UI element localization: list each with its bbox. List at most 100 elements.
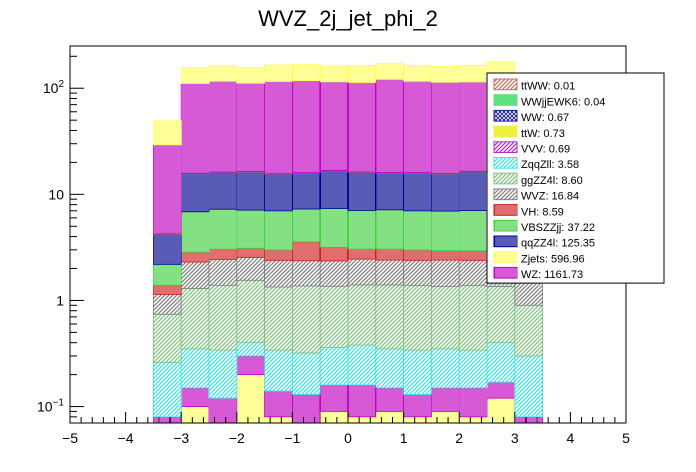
x-tick-label: 4 [567, 430, 575, 446]
x-tick-label: 1 [400, 430, 408, 446]
bar [486, 381, 516, 399]
legend-swatch [493, 235, 518, 248]
bar [430, 173, 460, 212]
bar [264, 81, 293, 175]
bar [208, 248, 238, 260]
legend-swatch [493, 251, 518, 263]
bar [319, 260, 349, 287]
bar [319, 285, 349, 348]
legend-swatch [493, 204, 518, 216]
bar [152, 294, 182, 315]
bar [180, 211, 210, 253]
legend-label: WZ: 1161.73 [521, 269, 583, 281]
bar [180, 67, 210, 84]
bar [375, 259, 404, 286]
bar [152, 416, 182, 424]
bar [347, 258, 377, 286]
x-tick-label: −4 [118, 430, 134, 446]
bar [264, 210, 293, 251]
legend-item: Zjets: 596.96 [493, 251, 585, 265]
legend-swatch [493, 266, 518, 279]
bar [458, 259, 488, 286]
bar [208, 80, 238, 173]
bar [319, 65, 349, 83]
y-tick-label: 10 [48, 186, 64, 202]
legend-item: WZ: 1161.73 [493, 266, 583, 281]
bar [458, 416, 488, 424]
bar [347, 82, 377, 173]
legend-label: ttW: 0.73 [521, 128, 565, 140]
bar [236, 374, 266, 424]
bar [347, 284, 377, 346]
legend-label: WWjjEWK6: 0.04 [521, 96, 605, 108]
bar [403, 259, 432, 286]
legend-label: WVZ: 16.84 [521, 191, 579, 203]
bar [236, 66, 266, 84]
bar [319, 170, 349, 209]
bar [319, 411, 349, 424]
bar [403, 80, 432, 173]
bar [236, 342, 266, 357]
bar [375, 387, 404, 412]
bar [180, 348, 210, 389]
bar [236, 171, 266, 211]
bar [430, 65, 460, 83]
bar [152, 120, 182, 146]
bar [291, 260, 321, 287]
bar [514, 281, 543, 306]
bar [319, 247, 349, 262]
bar [347, 210, 377, 250]
legend-swatch [493, 94, 518, 106]
legend-label: ttWW: 0.01 [521, 81, 575, 93]
bar [180, 287, 210, 350]
y-tick-label: 102 [43, 79, 65, 96]
bar [430, 81, 460, 174]
legend-swatch [493, 157, 518, 169]
bar [236, 209, 266, 249]
bar [291, 208, 321, 243]
legend: ttWW: 0.01 WWjjEWK6: 0.04 WW: 0.67 ttW: 0.7… [486, 72, 665, 284]
stacked-bars [152, 61, 543, 424]
bar [430, 286, 460, 350]
chart-title: WVZ_2j_jet_phi_2 [258, 6, 438, 31]
bar [180, 251, 210, 263]
legend-item: ttWW: 0.01 [493, 78, 575, 93]
bar [430, 210, 460, 252]
bar [264, 249, 293, 261]
legend-item: VBSZZjj: 37.22 [493, 219, 595, 234]
bar [152, 144, 182, 235]
x-axis: −5 −4 −3 −2 −1 0 1 2 3 4 5 [62, 412, 630, 446]
bar [236, 256, 266, 281]
bar [375, 79, 404, 173]
bar [208, 208, 238, 250]
bar [347, 416, 377, 424]
bar [319, 347, 349, 386]
series-vbszzjj [152, 208, 543, 286]
bar [152, 313, 182, 363]
bar [236, 279, 266, 344]
bar [347, 65, 377, 83]
x-tick-label: 3 [511, 430, 519, 446]
bar [180, 406, 210, 424]
legend-label: VH: 8.59 [521, 206, 564, 218]
legend-swatch [493, 141, 518, 154]
bar [375, 284, 404, 350]
bar [375, 172, 404, 211]
bar [208, 397, 238, 424]
bar [291, 394, 321, 424]
y-tick-label: 10−1 [37, 398, 64, 415]
bar [208, 258, 238, 286]
x-tick-label: 2 [455, 430, 463, 446]
bar [291, 172, 321, 210]
bar [486, 342, 516, 383]
legend-label: ZqqZll: 3.58 [521, 159, 579, 171]
bar [264, 259, 293, 288]
bar [180, 173, 210, 213]
bar [291, 285, 321, 354]
legend-item: ZqqZll: 3.58 [493, 157, 579, 171]
bar [264, 286, 293, 351]
x-tick-label: −3 [173, 430, 189, 446]
bar [403, 349, 432, 395]
bar [486, 286, 516, 344]
